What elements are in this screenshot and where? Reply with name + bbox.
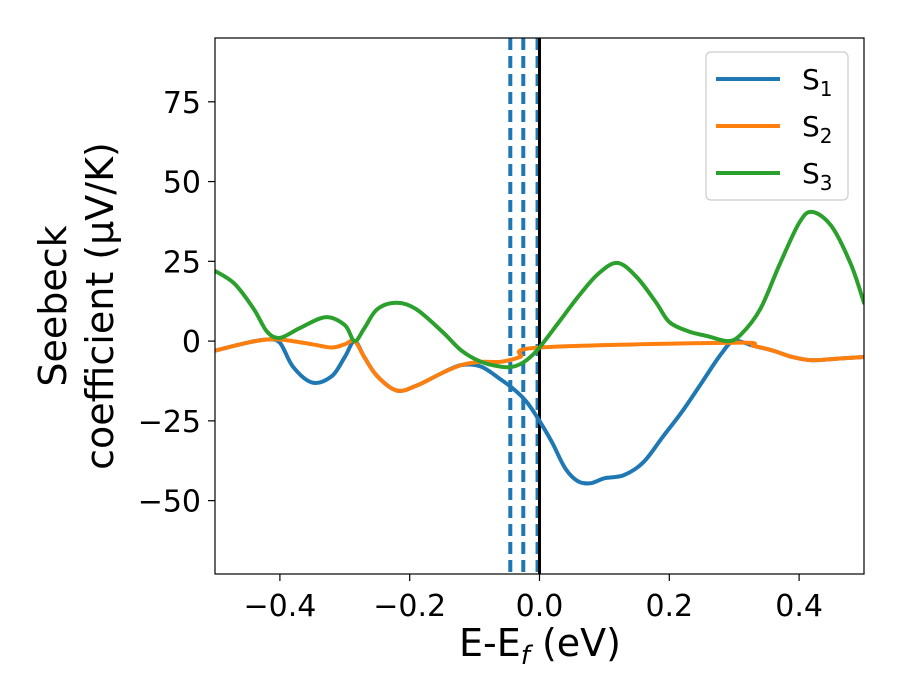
y-tick-label: 0 <box>182 325 201 360</box>
x-axis: −0.4 −0.2 0.0 0.2 0.4 <box>243 574 823 624</box>
y-axis: −50 −25 0 25 50 75 <box>138 86 215 520</box>
y-tick-label: 75 <box>163 86 201 121</box>
x-tick-label: −0.4 <box>243 589 316 624</box>
legend: S1 S2 S3 <box>705 51 849 201</box>
y-axis-title-line1: Seebeck <box>31 225 75 386</box>
legend-label-s2: S2 <box>802 110 833 148</box>
x-tick-label: 0.2 <box>645 589 693 624</box>
legend-label-s1: S1 <box>802 63 833 101</box>
y-tick-label: −25 <box>138 405 201 440</box>
x-tick-label: 0.0 <box>516 589 564 624</box>
x-axis-title: E-Ef (eV) <box>459 621 621 671</box>
reference-lines <box>508 38 541 574</box>
x-axis-title-main: E-E <box>459 621 521 665</box>
y-tick-label: 25 <box>163 245 201 280</box>
legend-label-s3: S3 <box>802 157 833 195</box>
y-tick-label: 50 <box>163 166 201 201</box>
y-axis-title-line2: coefficient (μV/K) <box>78 142 122 470</box>
x-axis-title-unit: (eV) <box>530 621 621 665</box>
series-lines <box>215 209 864 486</box>
x-tick-label: 0.4 <box>775 589 823 624</box>
legend-items: S1 S2 S3 <box>716 63 833 195</box>
series-line-s3 <box>215 209 864 370</box>
y-tick-label: −50 <box>138 485 201 520</box>
x-tick-label: −0.2 <box>373 589 446 624</box>
series-line-s2 <box>215 337 864 393</box>
